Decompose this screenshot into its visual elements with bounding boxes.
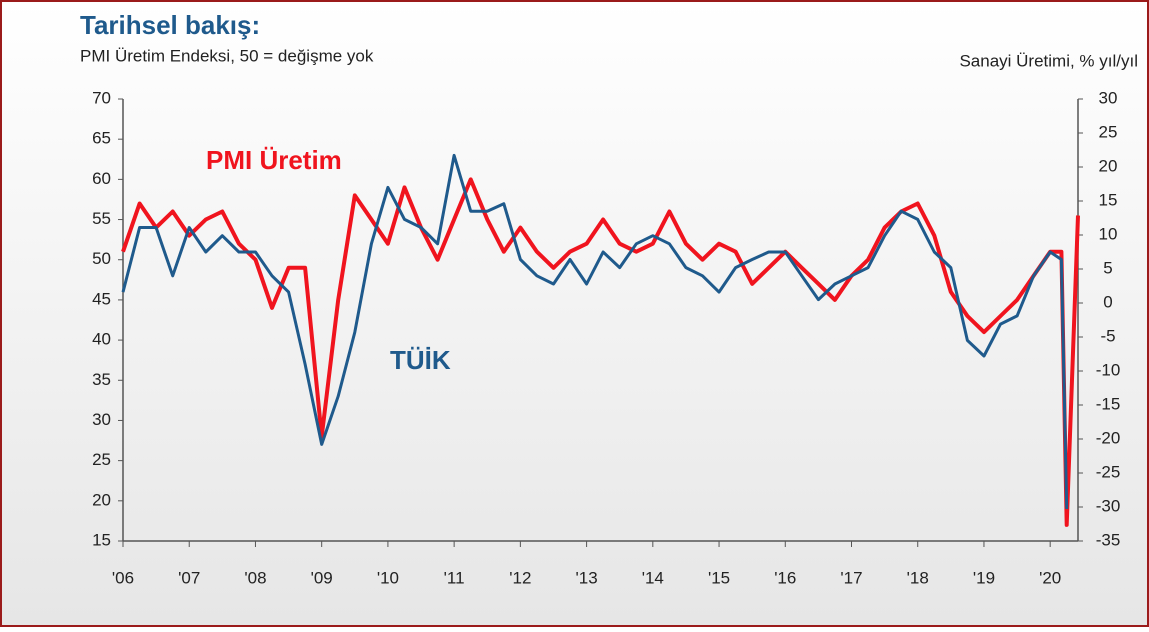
y2-tick-label: -10 — [1096, 360, 1121, 379]
y-tick-label: 40 — [92, 330, 111, 349]
y-tick-label: 20 — [92, 490, 111, 509]
series-line — [121, 177, 1080, 527]
y-tick-label: 70 — [92, 88, 111, 107]
x-tick-label: '12 — [509, 568, 531, 587]
x-tick-label: '06 — [112, 568, 134, 587]
y2-axis-label: Sanayi Üretimi, % yıl/yıl — [959, 51, 1138, 70]
x-tick-label: '08 — [244, 568, 266, 587]
x-tick-label: '17 — [840, 568, 862, 587]
y2-tick-label: 30 — [1099, 88, 1118, 107]
y2-tick-label: -5 — [1100, 326, 1115, 345]
x-tick-label: '18 — [907, 568, 929, 587]
y-tick-label: 35 — [92, 370, 111, 389]
y2-tick-label: 15 — [1099, 190, 1118, 209]
y2-tick-label: -30 — [1096, 496, 1121, 515]
x-tick-label: '10 — [377, 568, 399, 587]
y2-tick-label: -15 — [1096, 394, 1121, 413]
y2-tick-label: 0 — [1103, 292, 1112, 311]
x-tick-label: '16 — [774, 568, 796, 587]
x-tick-label: '19 — [973, 568, 995, 587]
chart-title: Tarihsel bakış: — [80, 10, 260, 40]
y2-tick-label: 5 — [1103, 258, 1112, 277]
x-tick-label: '13 — [576, 568, 598, 587]
y-tick-label: 45 — [92, 289, 111, 308]
y-tick-label: 15 — [92, 530, 111, 549]
x-tick-label: '07 — [178, 568, 200, 587]
y2-tick-label: -35 — [1096, 530, 1121, 549]
y-tick-label: 60 — [92, 169, 111, 188]
x-tick-label: '14 — [642, 568, 664, 587]
x-tick-label: '20 — [1039, 568, 1061, 587]
y-tick-label: 65 — [92, 129, 111, 148]
y-tick-label: 25 — [92, 450, 111, 469]
y2-tick-label: 25 — [1099, 122, 1118, 141]
series-annotation: TÜİK — [390, 345, 451, 375]
y-tick-label: 55 — [92, 209, 111, 228]
subtitle: PMI Üretim Endeksi, 50 = değişme yok — [80, 46, 374, 65]
series-line — [121, 153, 1069, 510]
series-annotation: PMI Üretim — [206, 145, 342, 175]
x-tick-label: '15 — [708, 568, 730, 587]
y2-tick-label: 10 — [1099, 224, 1118, 243]
y-tick-label: 30 — [92, 410, 111, 429]
x-tick-label: '09 — [311, 568, 333, 587]
y2-tick-label: 20 — [1099, 156, 1118, 175]
y2-tick-label: -20 — [1096, 428, 1121, 447]
y-tick-label: 50 — [92, 249, 111, 268]
y2-tick-label: -25 — [1096, 462, 1121, 481]
x-tick-label: '11 — [444, 568, 465, 587]
